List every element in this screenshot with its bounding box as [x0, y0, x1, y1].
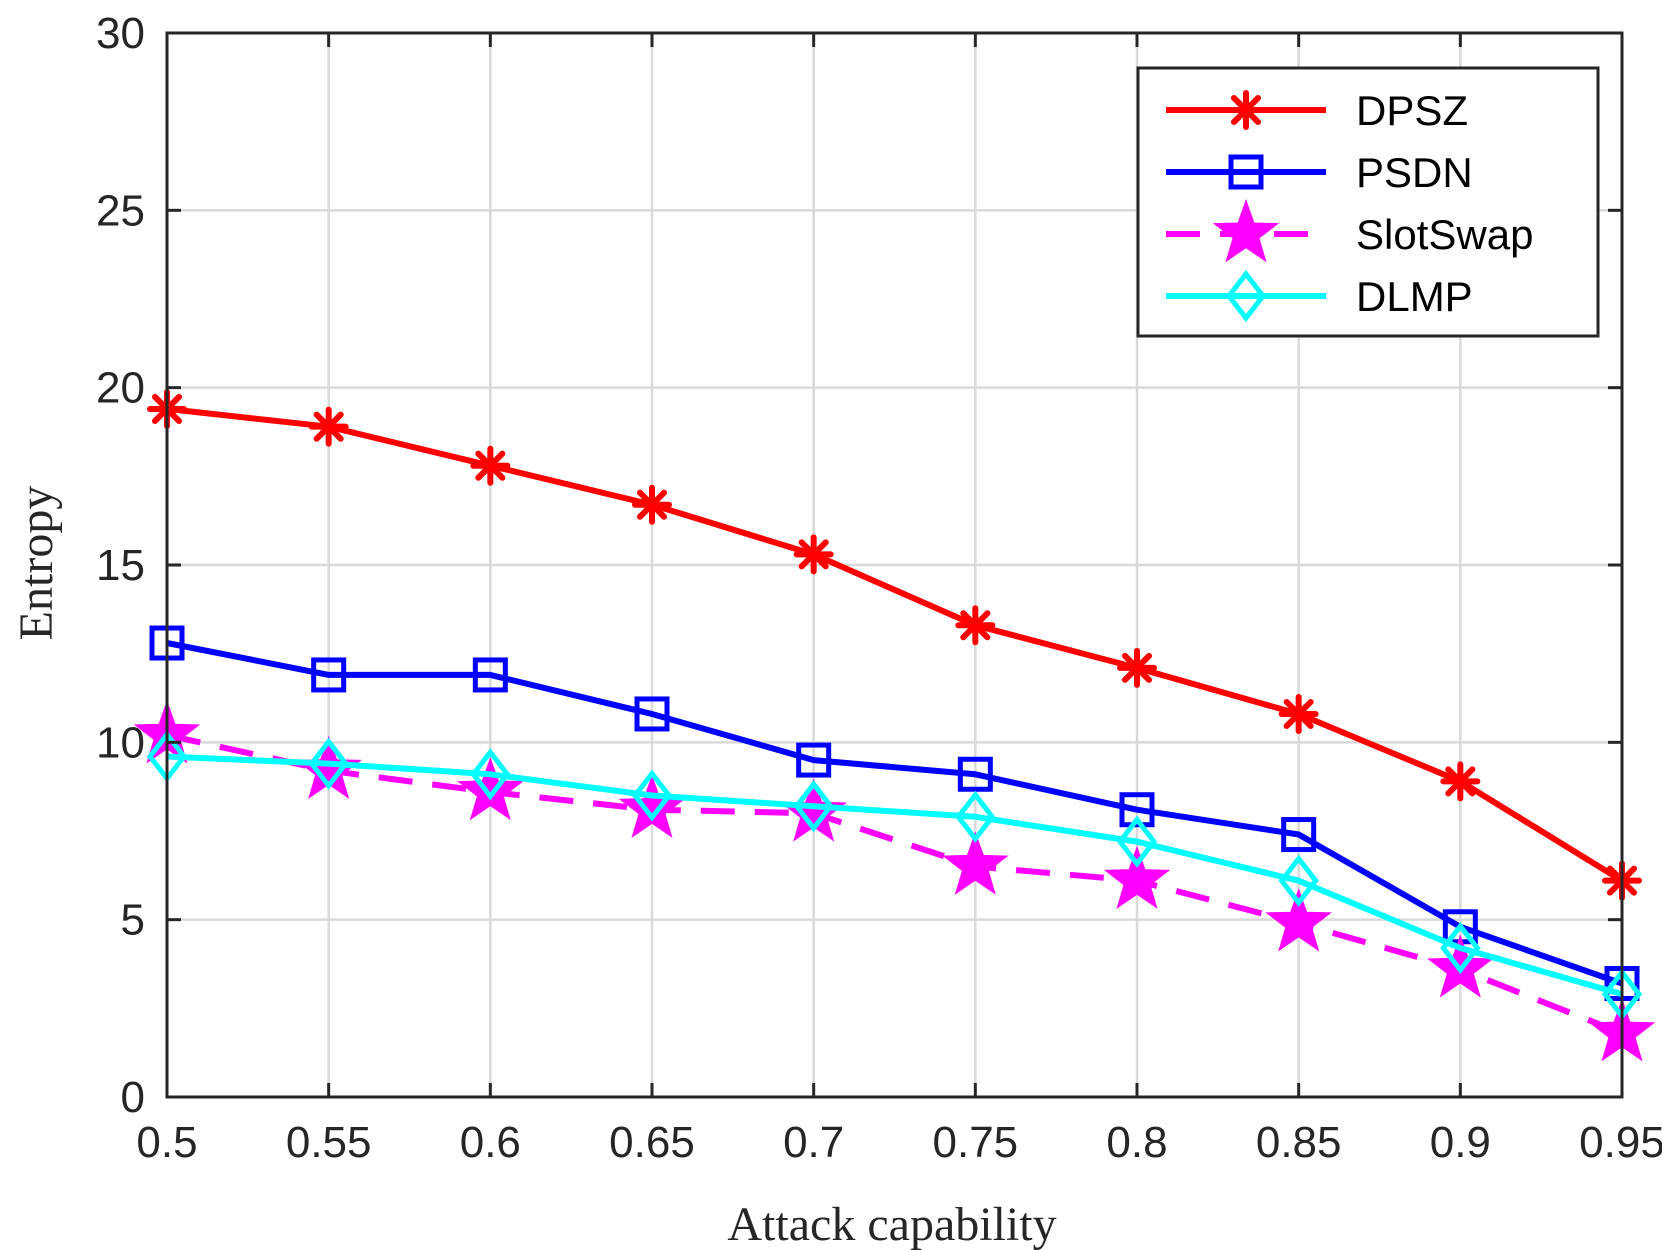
data-point-psdn — [311, 657, 347, 693]
x-tick-label: 0.7 — [783, 1118, 844, 1167]
legend-label: PSDN — [1356, 149, 1473, 196]
legend-marker — [1225, 269, 1267, 323]
x-tick-label: 0.65 — [609, 1118, 695, 1167]
y-tick-label: 5 — [121, 896, 145, 945]
x-tick-label: 0.9 — [1430, 1118, 1491, 1167]
series-line-slotswap — [166, 732, 1624, 1036]
data-point-dlmp — [793, 780, 834, 833]
series-layer — [133, 388, 1656, 1062]
series-line-dlmp — [166, 753, 1623, 997]
y-axis-label: Entropy — [10, 486, 63, 641]
y-tick-label: 15 — [96, 541, 145, 590]
data-point-slotswap — [457, 757, 524, 821]
data-point-dlmp — [470, 748, 511, 801]
x-tick-label: 0.6 — [460, 1118, 521, 1167]
legend-label: DLMP — [1356, 273, 1473, 320]
x-axis-label: Attack capability — [727, 1198, 1056, 1250]
data-point-psdn — [957, 756, 993, 792]
y-tick-label: 25 — [96, 186, 145, 235]
y-tick-label: 10 — [96, 718, 145, 767]
legend-label: SlotSwap — [1356, 211, 1533, 258]
data-point-psdn — [1119, 792, 1155, 828]
data-point-dlmp — [308, 737, 349, 790]
legend-marker — [1228, 154, 1264, 190]
y-tick-label: 30 — [96, 9, 145, 58]
series-psdn — [149, 625, 1640, 1002]
x-tick-label: 0.8 — [1106, 1118, 1167, 1167]
x-tick-label: 0.55 — [286, 1118, 372, 1167]
data-point-slotswap — [942, 831, 1009, 895]
data-point-dpsz — [632, 484, 672, 525]
series-dlmp — [146, 730, 1643, 1021]
legend-entry-dpsz: DPSZ — [1166, 87, 1468, 134]
series-line-psdn — [166, 640, 1623, 987]
data-point-dpsz — [1440, 761, 1481, 802]
legend-entry-psdn: PSDN — [1166, 149, 1473, 196]
x-tick-label: 0.85 — [1256, 1118, 1342, 1167]
x-tick-label: 0.75 — [933, 1118, 1019, 1167]
data-point-psdn — [634, 696, 670, 732]
data-point-psdn — [472, 657, 508, 693]
data-point-dpsz — [955, 605, 996, 646]
data-point-dlmp — [955, 790, 996, 843]
legend-entry-slotswap: SlotSwap — [1166, 198, 1533, 263]
series-line-dpsz — [166, 405, 1624, 884]
legend-label: DPSZ — [1356, 87, 1468, 134]
legend: DPSZ PSDN SlotSwap DLMP — [1136, 66, 1600, 338]
legend-entry-dlmp: DLMP — [1166, 269, 1473, 323]
data-point-dlmp — [1440, 921, 1481, 975]
tick-labels: 0.5 0.55 0.6 0.65 0.7 0.75 0.8 0.85 0.9 0.95 0 5 10 1… — [96, 9, 1662, 1167]
x-tick-label: 0.5 — [136, 1118, 197, 1167]
y-tick-label: 20 — [96, 364, 145, 413]
data-point-dlmp — [1278, 854, 1319, 907]
data-point-dpsz — [1278, 693, 1319, 734]
legend-marker — [1226, 90, 1266, 130]
data-point-dpsz — [470, 445, 511, 486]
axis-ticks — [165, 31, 1624, 1099]
legend-marker — [1212, 198, 1280, 263]
y-tick-label: 0 — [121, 1073, 145, 1122]
data-point-dpsz — [308, 406, 349, 447]
data-point-slotswap — [1265, 888, 1332, 952]
data-point-psdn — [1281, 817, 1317, 853]
data-point-slotswap — [1103, 845, 1171, 909]
data-point-psdn — [796, 742, 832, 778]
data-point-dlmp — [1116, 815, 1158, 868]
data-point-dpsz — [1117, 647, 1157, 688]
data-point-dlmp — [631, 769, 673, 822]
x-tick-label: 0.95 — [1579, 1118, 1662, 1167]
data-point-dpsz — [793, 534, 834, 575]
